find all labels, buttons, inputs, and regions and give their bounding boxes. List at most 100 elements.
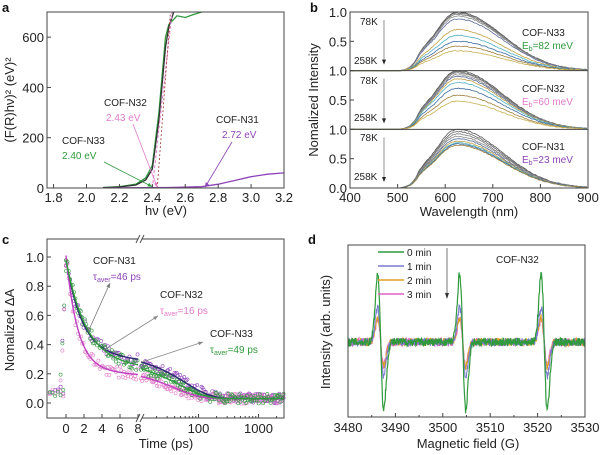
c-fit-cof-n32 <box>65 255 139 376</box>
a-label-n32: COF-N32 <box>104 98 147 109</box>
c-point-cof-n33 <box>256 401 261 406</box>
c-point-cof-n33 <box>114 359 118 364</box>
a-value-n32: 2.43 eV <box>106 113 141 124</box>
b-ytick-label: 0.5 <box>329 93 347 108</box>
c-tau-n32: τaver=16 ps <box>160 306 208 318</box>
c-point-cof-n31 <box>168 366 173 371</box>
a-ytick-label: 0 <box>37 181 44 196</box>
b-annotations: COF-N33 Eb=82 meV COF-N32 Eb=60 meV COF-… <box>354 17 573 183</box>
c-point-cof-n31 <box>177 372 182 377</box>
tau-symbol: τ <box>93 272 97 283</box>
c-ylabel: Nomalized ΔA <box>2 288 17 371</box>
b-xtick-label: 600 <box>434 190 456 205</box>
c-point-cof-n33 <box>89 328 94 333</box>
c-point-cof-n33 <box>237 392 242 397</box>
eb-value: =60 meV <box>533 97 574 108</box>
c-point-cof-n31 <box>175 373 180 378</box>
eb-value: =82 meV <box>533 41 574 52</box>
a-tangent-n33 <box>156 11 171 189</box>
b-eb-n31: Eb=23 meV <box>522 155 573 167</box>
c-xtick-label: 6 <box>116 421 123 436</box>
eb-subscript: b <box>529 46 533 53</box>
c-point-cof-n32 <box>228 400 233 405</box>
c-ytick-label: 1.0 <box>26 250 44 265</box>
tau-subscript: aver <box>164 311 178 318</box>
c-point-cof-n31 <box>182 375 187 379</box>
eb-symbol: E <box>522 155 529 166</box>
c-point-cof-n31 <box>184 378 189 383</box>
legend-label-1min: 1 min <box>407 262 431 273</box>
legend-arrow-head <box>445 293 449 299</box>
eb-value: =23 meV <box>533 155 574 166</box>
tau-subscript: aver <box>97 277 111 284</box>
c-point-cof-n33 <box>88 336 93 341</box>
c-label-n33: COF-N33 <box>210 329 253 340</box>
c-arrow-n33-head <box>198 341 203 346</box>
c-point-cof-n32 <box>166 387 170 391</box>
c-point-cof-n33 <box>253 393 258 398</box>
c-point-cof-n32 <box>91 353 95 358</box>
c-point-cof-n32 <box>277 401 282 406</box>
c-point-cof-n31 <box>193 383 197 388</box>
b-xtick-label: 800 <box>530 190 552 205</box>
d-xtick-label: 3530 <box>571 420 600 435</box>
c-point-cof-n31 <box>200 385 205 390</box>
panel-b: 0.5 1.0 0.5 1.0 0.0 0.5 1.0 400 500 600 700 800 900 <box>329 5 599 205</box>
legend-label-2min: 2 min <box>407 276 431 287</box>
a-xtick-label: 2.2 <box>110 190 128 205</box>
c-point-cof-n33 <box>223 401 228 405</box>
a-axes-frame <box>46 11 285 189</box>
b-xtick-label: 900 <box>577 190 599 205</box>
c-arrow-n31-head <box>106 283 110 288</box>
c-ytick-label: 0.8 <box>26 279 44 294</box>
a-arrow-n32-head <box>153 182 158 188</box>
b-label-n33: COF-N33 <box>522 28 565 39</box>
c-point-cof-n33 <box>221 399 225 403</box>
d-title: COF-N32 <box>496 255 539 266</box>
c-point-cof-n33 <box>160 372 165 376</box>
tau-value: =16 ps <box>178 306 208 317</box>
c-point-cof-n32 <box>261 399 265 404</box>
d-xlabel: Magnetic field (G) <box>417 436 520 451</box>
d-xtick-label: 3480 <box>334 420 363 435</box>
c-axis-break-gap <box>138 236 142 242</box>
legend-label-0min: 0 min <box>407 248 431 259</box>
tau-symbol: τ <box>210 345 214 356</box>
c-label-n31: COF-N31 <box>93 256 136 267</box>
a-curve-cof-n31 <box>102 172 284 188</box>
panel-d: 3480 3490 3500 3510 3520 3530 <box>334 244 600 435</box>
c-point-cof-n32 <box>105 364 110 369</box>
b-ytick-label: 0.5 <box>329 152 347 167</box>
c-point-cof-n33 <box>271 397 276 402</box>
c-point-cof-n33 <box>244 393 249 398</box>
c-point-cof-n33 <box>225 399 230 404</box>
a-arrow-n31 <box>204 141 233 188</box>
a-xtick-label: 3.2 <box>275 190 293 205</box>
d-spectrum-0-min <box>347 271 586 414</box>
a-xtick-label: 2.6 <box>176 190 194 205</box>
c-point-cof-n33 <box>110 348 114 353</box>
c-arrow-n31 <box>87 282 111 333</box>
c-point-cof-n33 <box>62 303 67 308</box>
c-point-cof-n33 <box>250 399 255 404</box>
d-xtick-label: 3510 <box>476 420 505 435</box>
b-xlabel: Wavelength (nm) <box>420 204 519 219</box>
a-xtick-label: 2.0 <box>77 190 95 205</box>
b-ylabel: Nomalized Intensity <box>306 43 321 157</box>
b-ytick-label: 1.0 <box>329 64 347 79</box>
c-axis-break-gap <box>138 415 142 421</box>
b-temp-low-3: 258K <box>354 172 378 183</box>
c-point-cof-n31 <box>247 391 251 396</box>
a-xtick-label: 1.8 <box>45 190 63 205</box>
d-xtick-label: 3490 <box>381 420 410 435</box>
c-point-cof-n31 <box>99 338 104 343</box>
c-point-cof-n32 <box>203 398 208 402</box>
c-point-cof-n33 <box>60 341 65 346</box>
c-point-cof-n33 <box>152 374 156 379</box>
c-point-cof-n31 <box>172 370 177 375</box>
tau-value: =46 ps <box>111 272 141 283</box>
c-tau-n31: τaver=46 ps <box>93 272 141 284</box>
c-axis-break-mark-top <box>135 234 145 244</box>
b-label-n31: COF-N31 <box>522 142 565 153</box>
